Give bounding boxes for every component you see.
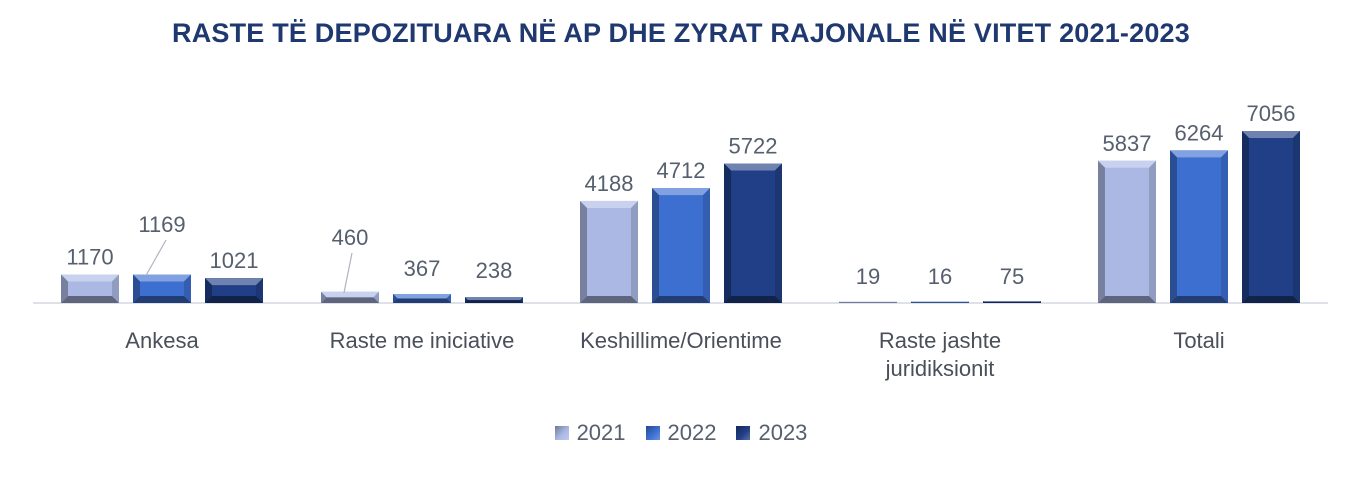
- data-label-2023-1: 238: [476, 258, 513, 283]
- legend-item-2022: 2022: [645, 420, 717, 446]
- category-label-4: Totali: [1173, 328, 1224, 353]
- bar-2022-1: [393, 294, 451, 303]
- bar-2023-4: [1242, 131, 1300, 303]
- data-label-2021-3: 19: [856, 264, 880, 289]
- legend-item-2021: 2021: [554, 420, 626, 446]
- leader-line: [145, 239, 167, 276]
- bar-2022-2: [652, 188, 710, 303]
- chart-legend: 2021 2022 2023: [0, 420, 1362, 446]
- leader-line: [343, 252, 353, 293]
- bar-2022-4: [1170, 150, 1228, 303]
- data-label-2021-0: 1170: [66, 244, 113, 269]
- bar-2021-0: [61, 274, 119, 303]
- legend-label-2021: 2021: [576, 420, 626, 445]
- legend-swatch-2021: [554, 426, 569, 440]
- data-label-2021-2: 4188: [585, 171, 634, 196]
- category-label-0: Ankesa: [125, 328, 199, 353]
- data-label-2022-3: 16: [928, 264, 952, 289]
- data-label-2023-2: 5722: [729, 134, 778, 159]
- data-label-2023-3: 75: [1000, 264, 1024, 289]
- data-label-2022-4: 6264: [1175, 120, 1224, 145]
- bar-2023-1: [465, 297, 523, 303]
- bar-2023-3: [983, 301, 1041, 303]
- category-label-1: Raste me iniciative: [330, 328, 515, 353]
- category-label-3: juridiksionit: [885, 356, 995, 381]
- legend-label-2023: 2023: [758, 420, 808, 445]
- bar-2021-3: [839, 301, 897, 303]
- bar-2022-3: [911, 301, 969, 303]
- data-label-2023-4: 7056: [1247, 101, 1296, 126]
- bar-2023-2: [724, 163, 782, 303]
- bar-2021-2: [580, 200, 638, 303]
- chart-title: RASTE TË DEPOZITUARA NË AP DHE ZYRAT RAJ…: [172, 18, 1190, 48]
- data-label-2021-4: 5837: [1103, 131, 1152, 156]
- bar-2023-0: [205, 278, 263, 303]
- bar-2021-4: [1098, 160, 1156, 303]
- legend-label-2022: 2022: [667, 420, 717, 445]
- legend-item-2023: 2023: [736, 420, 807, 446]
- legend-swatch-2023: [736, 426, 751, 440]
- data-label-2023-0: 1021: [210, 248, 259, 273]
- data-label-2022-0: 1169: [138, 212, 185, 237]
- legend-swatch-2022: [645, 426, 660, 440]
- bar-2021-1: [321, 291, 379, 303]
- category-label-2: Keshillime/Orientime: [580, 328, 782, 353]
- category-label-3: Raste jashte: [879, 328, 1001, 353]
- data-label-2022-1: 367: [404, 256, 441, 281]
- data-label-2022-2: 4712: [657, 158, 706, 183]
- bar-2022-0: [133, 274, 191, 303]
- data-label-2021-1: 460: [332, 225, 369, 250]
